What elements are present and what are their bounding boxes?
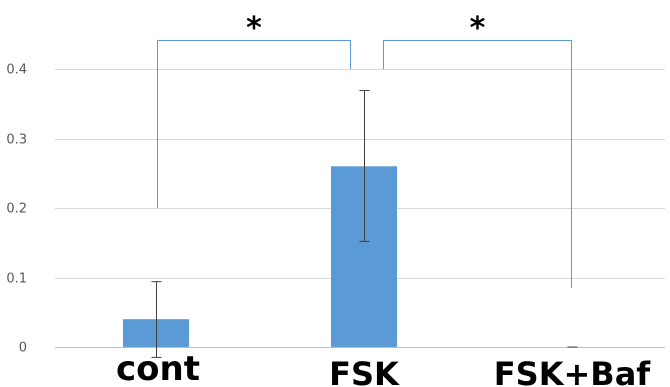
- error-bar: [359, 90, 370, 242]
- category-labels: cont FSK FSK+Baf: [116, 349, 651, 387]
- significance-bracket: [157, 40, 351, 208]
- y-tick-labels: 0 0.1 0.2 0.3 0.4: [6, 63, 27, 356]
- y-tick-label: 0.1: [6, 272, 27, 287]
- error-bar: [151, 281, 162, 358]
- y-tick-label: 0: [19, 341, 27, 356]
- significance-bracket: [383, 40, 572, 288]
- significance-star: *: [246, 11, 262, 46]
- bars: [123, 166, 397, 347]
- category-label: FSK+Baf: [494, 355, 652, 387]
- significance-star: *: [470, 11, 486, 46]
- significance-brackets: [157, 40, 572, 288]
- category-label: FSK: [329, 355, 400, 387]
- category-label: cont: [116, 349, 200, 387]
- significance-labels: * *: [246, 11, 486, 46]
- y-tick-label: 0.3: [6, 133, 27, 148]
- y-tick-label: 0.2: [6, 202, 27, 217]
- error-bars: [151, 90, 578, 358]
- y-tick-label: 0.4: [6, 63, 27, 78]
